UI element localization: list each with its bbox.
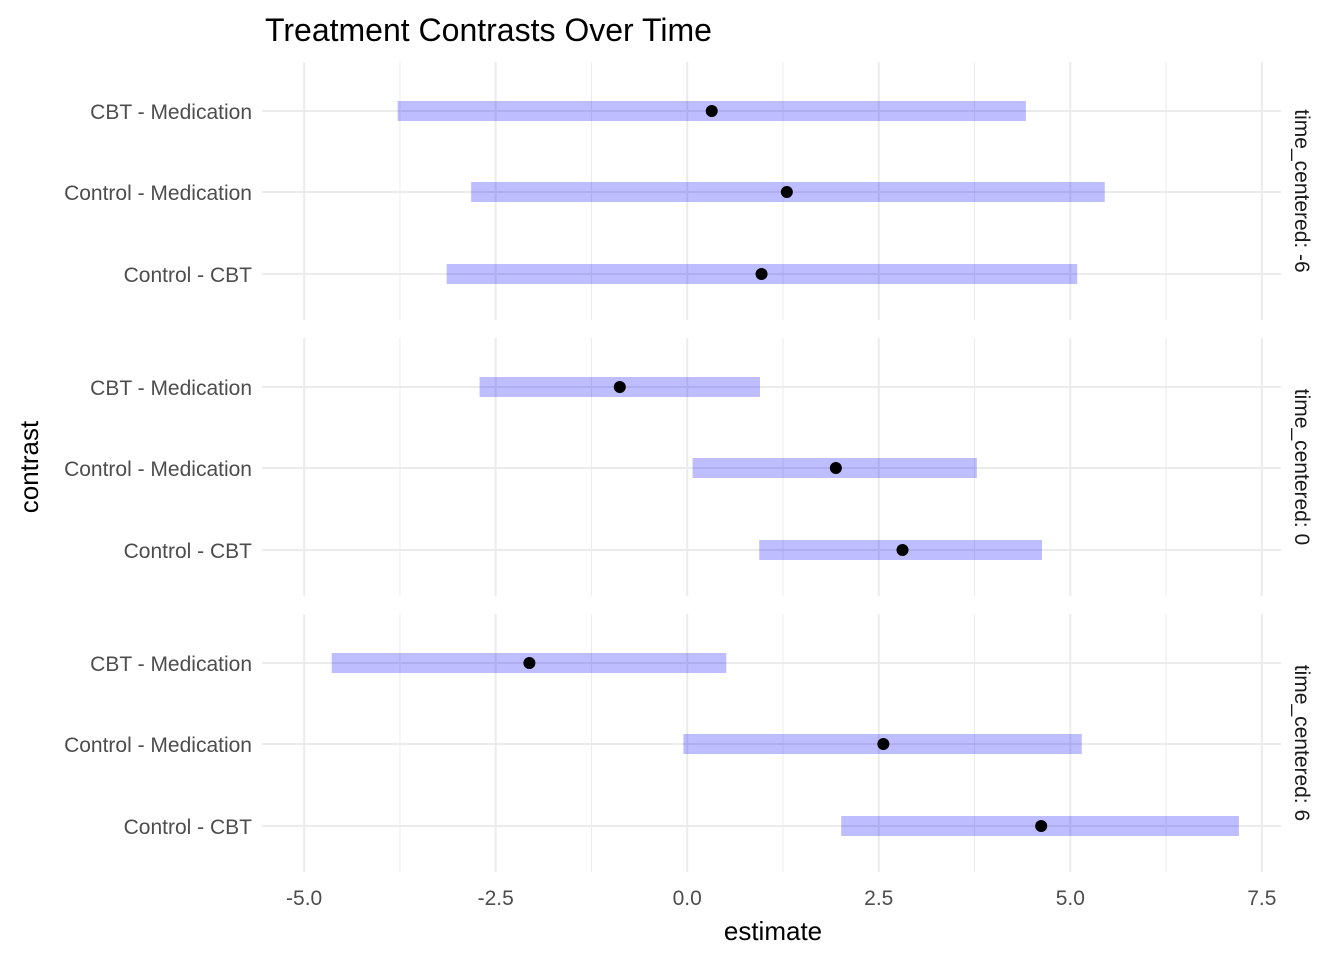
chart-title: Treatment Contrasts Over Time (265, 12, 712, 48)
x-tick-label: 0.0 (673, 887, 702, 910)
estimate-point (523, 657, 536, 669)
estimate-point (877, 738, 890, 750)
facet-strip-label: time_centered: -6 (1290, 109, 1313, 272)
x-axis-title: estimate (724, 916, 822, 946)
y-tick-label: CBT - Medication (90, 653, 252, 676)
estimate-point (705, 105, 718, 117)
y-tick-label: Control - CBT (124, 816, 253, 839)
estimate-point (780, 186, 793, 198)
facet-panel: CBT - Medication Control - Medication Cont… (64, 338, 1313, 596)
estimate-point (829, 462, 842, 474)
y-tick-label: Control - Medication (64, 182, 252, 205)
x-tick-label: -2.5 (478, 887, 514, 910)
estimate-point (613, 381, 626, 393)
y-tick-label: Control - CBT (124, 540, 253, 563)
facet-panel: CBT - Medication Control - Medication Cont… (64, 614, 1313, 872)
x-tick-label: 2.5 (864, 887, 893, 910)
facet-panels: CBT - Medication Control - Medication Cont… (64, 62, 1313, 872)
y-tick-label: Control - CBT (124, 264, 253, 287)
estimate-point (1035, 820, 1048, 832)
y-tick-label: Control - Medication (64, 458, 252, 481)
x-tick-label: -5.0 (286, 887, 322, 910)
y-axis-title: contrast (14, 420, 44, 513)
y-tick-label: CBT - Medication (90, 101, 252, 124)
facet-panel: CBT - Medication Control - Medication Cont… (64, 62, 1313, 320)
estimate-point (755, 268, 768, 280)
y-tick-label: Control - Medication (64, 734, 252, 757)
estimate-point (896, 544, 909, 556)
facet-strip-label: time_centered: 6 (1290, 665, 1313, 821)
facet-strip-label: time_centered: 0 (1290, 389, 1313, 545)
x-tick-label: 7.5 (1247, 887, 1276, 910)
y-tick-label: CBT - Medication (90, 377, 252, 400)
x-axis: -5.0 -2.5 0.0 2.5 5.0 7.5 (286, 887, 1276, 910)
x-tick-label: 5.0 (1056, 887, 1085, 910)
